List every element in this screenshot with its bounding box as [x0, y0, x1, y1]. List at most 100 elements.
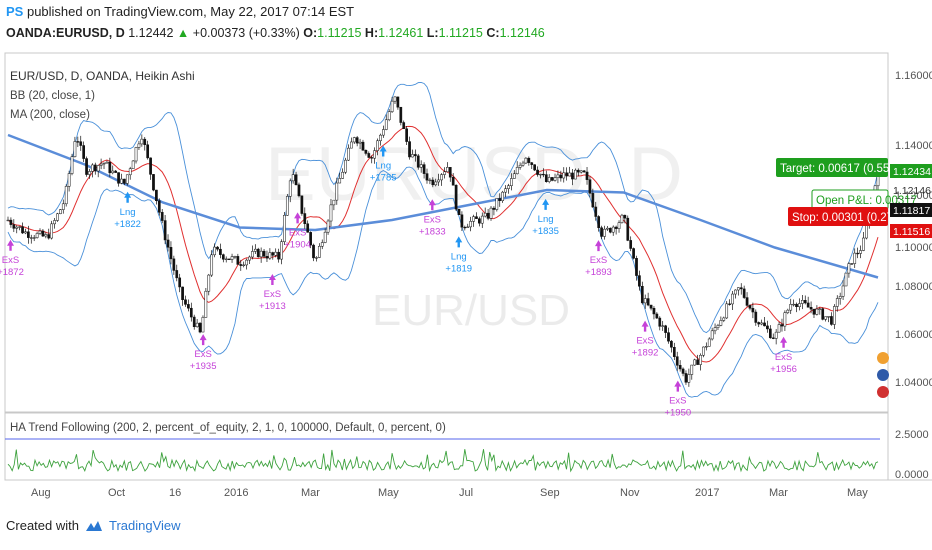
candle	[184, 295, 187, 307]
price-flag-stop-text: 1.11516	[893, 226, 930, 238]
candle	[44, 232, 48, 239]
candle	[105, 160, 109, 164]
trade-label: ExS	[636, 336, 653, 347]
legend-ma: MA (200, close)	[10, 109, 90, 121]
candle	[623, 214, 627, 224]
heikin-ashi-candles	[6, 96, 880, 387]
candle	[591, 188, 595, 208]
trade-label: ExS	[289, 227, 306, 238]
candle	[259, 247, 263, 263]
candle	[166, 234, 170, 252]
watermark-sub: EUR/USD	[372, 286, 570, 335]
candle	[725, 301, 729, 320]
candle	[416, 153, 420, 170]
candle	[219, 243, 222, 259]
candle	[140, 134, 144, 147]
candle	[349, 137, 353, 149]
candle	[253, 244, 257, 254]
candle	[387, 109, 391, 122]
price-flag-current: 1.11817	[890, 203, 932, 217]
candle	[61, 199, 65, 214]
candle	[47, 228, 51, 240]
trade-sub-label: +1950	[664, 408, 691, 419]
candle	[818, 307, 822, 315]
candle	[82, 141, 86, 163]
candle	[428, 177, 432, 185]
price-axis-label: 1.06000	[895, 329, 932, 341]
candle	[480, 212, 484, 229]
price-axis-label: 1.12000	[895, 190, 932, 202]
candle	[160, 209, 164, 224]
candle	[617, 220, 621, 233]
candle	[277, 248, 280, 263]
candle	[838, 292, 842, 305]
time-axis-label: Aug	[31, 487, 51, 499]
price-axis-label: 1.04000	[895, 377, 932, 389]
candle	[59, 209, 62, 215]
tradingview-brand[interactable]: TradingView	[108, 518, 181, 533]
candle	[271, 251, 275, 260]
candle	[806, 296, 810, 308]
candle	[143, 137, 147, 151]
candle	[518, 162, 522, 170]
candle	[553, 173, 557, 182]
candle	[402, 120, 406, 129]
candle	[501, 190, 504, 203]
trade-marker-long: Lng+1822	[114, 191, 141, 230]
candle	[638, 270, 641, 291]
candle	[713, 323, 717, 335]
candle	[303, 207, 307, 229]
candle	[466, 223, 470, 228]
candle	[792, 299, 795, 307]
candle	[629, 236, 633, 252]
candle	[181, 286, 184, 306]
trade-label: ExS	[2, 255, 19, 266]
event-flag-icons[interactable]	[877, 352, 889, 398]
candle	[96, 164, 100, 178]
time-axis-label: Oct	[108, 487, 125, 499]
trade-label: ExS	[775, 352, 792, 363]
candle	[684, 370, 688, 385]
candle	[297, 182, 301, 198]
trade-sub-label: +1785	[370, 173, 397, 184]
candle	[221, 253, 225, 263]
symbol-name[interactable]: OANDA:EURUSD, D	[6, 26, 125, 40]
osc-axis-label: 2.5000	[895, 429, 929, 441]
time-axis-label: Jul	[459, 487, 473, 499]
trade-sub-label: +1913	[259, 301, 286, 312]
candle	[64, 184, 68, 207]
candle	[9, 217, 13, 228]
trade-arrow-up-icon	[428, 199, 436, 211]
candle	[309, 231, 312, 249]
candle	[536, 166, 539, 177]
target-tag: Target: 0.00617 (0.55%)	[776, 158, 904, 177]
candle	[248, 255, 251, 265]
trade-label: Lng	[375, 161, 391, 172]
candle	[670, 340, 673, 353]
bb-lower-line	[7, 166, 879, 398]
candle	[76, 136, 80, 148]
candle	[364, 149, 368, 156]
candle	[800, 294, 804, 310]
candle	[361, 139, 365, 151]
candle	[835, 295, 839, 312]
candle	[251, 245, 254, 260]
candle	[15, 225, 19, 234]
candle	[341, 168, 344, 179]
main-pane[interactable]	[4, 52, 889, 413]
candle	[565, 167, 569, 181]
candle	[236, 253, 240, 265]
time-axis-label: Mar	[301, 487, 320, 499]
candle	[79, 135, 83, 151]
trade-arrow-up-icon	[542, 198, 550, 210]
candle	[710, 327, 714, 341]
legend-main: EUR/USD, D, OANDA, Heikin Ashi	[10, 69, 195, 83]
candle	[675, 351, 679, 372]
candle	[547, 174, 551, 184]
candle	[338, 172, 342, 184]
candle	[777, 321, 781, 333]
trade-marker-long: Lng+1819	[445, 236, 472, 274]
candle	[734, 289, 737, 299]
candle	[559, 170, 563, 182]
candle	[146, 140, 150, 160]
